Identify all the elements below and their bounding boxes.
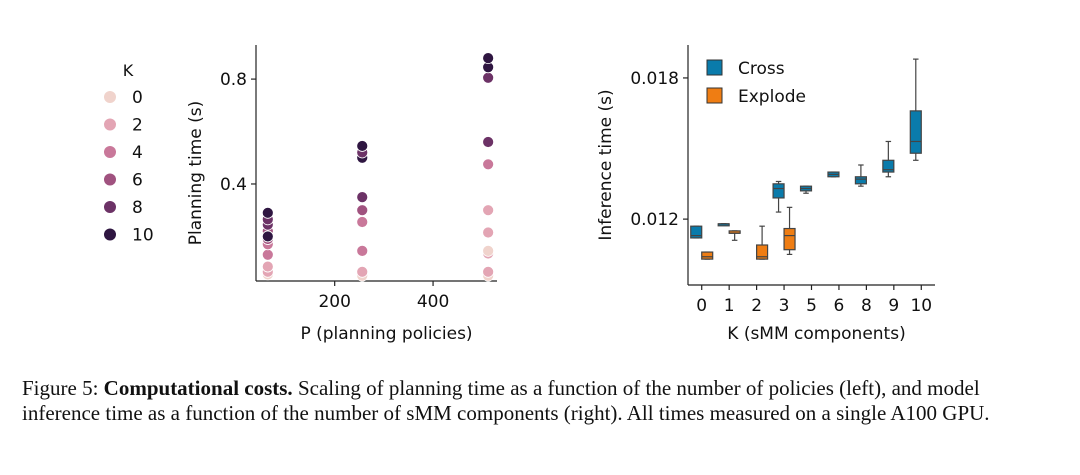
caption-text: Scaling of planning time as a function o… [22, 376, 990, 425]
left-y-axis-label: Planning time (s) [186, 101, 206, 246]
box-explode [756, 225, 769, 260]
right-x-tick-label: 8 [861, 296, 872, 316]
box-cross [882, 140, 895, 178]
right-x-tick-label: 6 [834, 296, 845, 316]
box-body [690, 225, 703, 239]
box-body [783, 227, 796, 251]
right-x-tick-label: 2 [751, 296, 762, 316]
left-legend-label: 10 [132, 226, 154, 246]
box-body [701, 251, 714, 260]
left-legend-label: 8 [132, 198, 143, 218]
right-x-tick-label: 3 [779, 296, 790, 316]
box-body [854, 176, 867, 185]
box-cross [799, 185, 813, 194]
caption-bold-title: Computational costs. [103, 376, 293, 400]
right-x-tick-label: 1 [724, 296, 735, 316]
left-x-tick-label: 400 [417, 292, 449, 312]
scatter-point [356, 140, 369, 152]
left-x-axis-label: P (planning policies) [300, 324, 472, 344]
scatter-point [482, 204, 495, 217]
box-cross [909, 58, 922, 161]
right-legend-label: Explode [738, 87, 806, 107]
left-y-tick-label: 0.4 [220, 175, 247, 195]
scatter-point [356, 204, 369, 217]
scatter-point [261, 230, 274, 243]
scatter-point [482, 52, 495, 65]
right-legend-swatch [706, 87, 723, 104]
box-cross [772, 180, 785, 213]
right-y-tick-label: 0.018 [630, 69, 679, 89]
box-cross [854, 164, 867, 187]
left-x-tick-label: 200 [318, 292, 350, 312]
right-x-axis-label: K (sMM components) [727, 324, 905, 344]
scatter-point [482, 244, 495, 257]
right-x-tick-label: 10 [910, 296, 932, 316]
box-explode [701, 251, 714, 260]
right-y-axis-label: Inference time (s) [596, 89, 616, 240]
scatter-point [482, 136, 495, 148]
scatter-point [482, 71, 495, 84]
box-body [882, 159, 895, 173]
scatter-point [261, 206, 274, 219]
box-body [772, 183, 785, 199]
box-cross [690, 225, 703, 239]
box-explode [783, 206, 796, 256]
scatter-point [356, 191, 369, 203]
scatter-point [356, 265, 369, 278]
left-legend-title: K [123, 61, 134, 80]
right-legend-swatch [706, 59, 723, 76]
box-body [756, 244, 769, 260]
left-legend-marker [104, 228, 116, 241]
right-legend-label: Cross [738, 59, 785, 79]
scatter-point [482, 158, 495, 171]
left-legend-label: 4 [132, 143, 143, 163]
right-x-tick-label: 9 [888, 296, 899, 316]
left-legend-marker [104, 118, 116, 131]
scatter-point [356, 216, 369, 228]
box-cross [717, 223, 730, 227]
caption-label: Figure 5: [22, 376, 99, 400]
scatter-point [261, 260, 274, 273]
left-legend-label: 6 [132, 171, 143, 191]
box-explode [728, 230, 741, 241]
right-x-tick-label: 0 [696, 296, 707, 316]
scatter-point [261, 248, 274, 261]
right-y-tick-label: 0.012 [630, 210, 679, 230]
left-legend-marker [104, 173, 116, 186]
left-legend-marker [104, 201, 116, 213]
scatter-point [356, 244, 369, 257]
scatter-point [482, 265, 495, 278]
left-legend-marker [104, 146, 116, 158]
scatter-point [482, 226, 495, 239]
left-legend-label: 0 [132, 88, 143, 108]
box-cross [827, 171, 840, 178]
left-legend-marker [104, 91, 116, 103]
left-y-tick-label: 0.8 [220, 70, 247, 90]
figure-caption: Figure 5: Computational costs. Scaling o… [22, 376, 1062, 426]
left-legend-label: 2 [132, 116, 143, 136]
right-x-tick-label: 5 [806, 296, 817, 316]
box-body [909, 110, 922, 154]
